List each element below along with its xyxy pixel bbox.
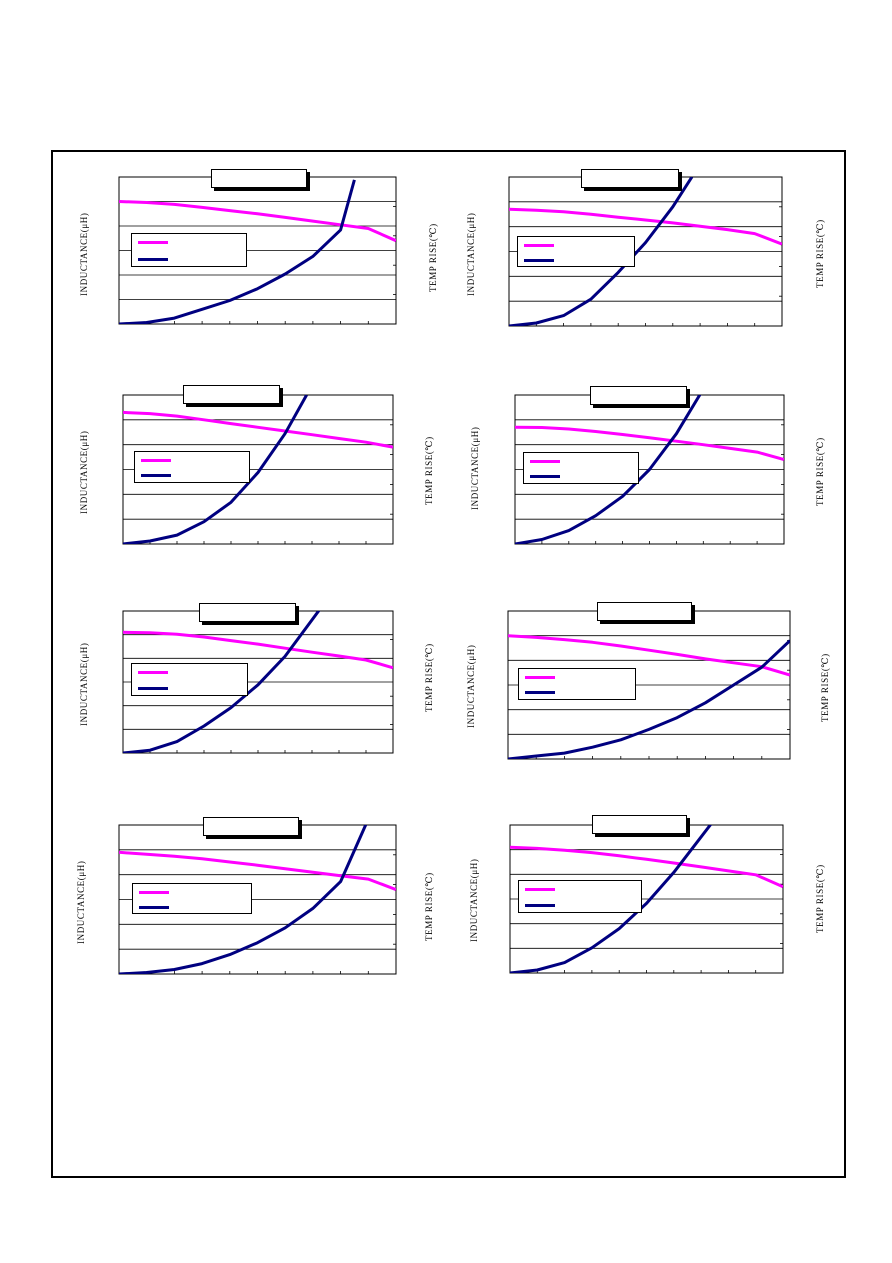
chart-title-box	[597, 602, 692, 621]
legend-swatch-inductance	[141, 459, 171, 462]
y2-axis-label: TEMP RISE(℃)	[424, 436, 434, 505]
inductance-line	[119, 200, 396, 243]
y2-axis-label: TEMP RISE(℃)	[820, 653, 830, 722]
inductance-line	[509, 207, 782, 246]
legend-swatch-inductance	[525, 888, 555, 891]
legend-swatch-inductance	[138, 241, 168, 244]
temp-rise-line	[510, 825, 713, 973]
page-frame	[51, 150, 846, 1178]
inductance-line	[515, 425, 784, 462]
legend-swatch-temp-rise	[141, 474, 171, 477]
legend	[132, 883, 252, 914]
chart-title-box	[590, 386, 687, 405]
legend-swatch-inductance	[530, 460, 560, 463]
temp-rise-line	[508, 639, 790, 759]
chart-title-box	[199, 603, 296, 622]
inductance-line	[510, 845, 783, 889]
chart-title-box	[592, 815, 687, 834]
inductance-line	[508, 634, 790, 677]
temp-rise-line	[509, 177, 694, 326]
chart-6	[507, 610, 791, 760]
y2-axis-label: TEMP RISE(℃)	[815, 219, 825, 288]
chart-4	[514, 394, 785, 545]
temp-rise-line	[119, 179, 356, 324]
y2-axis-label: TEMP RISE(℃)	[815, 864, 825, 933]
y2-axis-label: TEMP RISE(℃)	[815, 437, 825, 506]
y2-axis-label: TEMP RISE(℃)	[424, 872, 434, 941]
inductance-line	[123, 630, 393, 670]
legend	[517, 236, 635, 267]
y-axis-label: INDUCTANCE(μH)	[79, 430, 89, 515]
y-axis-label: INDUCTANCE(μH)	[466, 212, 476, 297]
legend-swatch-temp-rise	[524, 259, 554, 262]
legend	[518, 880, 642, 913]
legend-swatch-temp-rise	[138, 687, 168, 690]
chart-title-box	[203, 817, 299, 836]
temp-rise-line	[123, 611, 321, 753]
temp-rise-line	[123, 395, 308, 544]
inductance-line	[123, 410, 393, 449]
legend-swatch-temp-rise	[530, 475, 560, 478]
chart-title-box	[581, 169, 679, 188]
y2-axis-label: TEMP RISE(℃)	[424, 643, 434, 712]
chart-7	[118, 824, 397, 975]
legend-swatch-inductance	[525, 676, 555, 679]
y-axis-label: INDUCTANCE(μH)	[466, 644, 476, 729]
y-axis-label: INDUCTANCE(μH)	[79, 642, 89, 727]
chart-title-box	[183, 385, 280, 404]
legend-swatch-inductance	[139, 891, 169, 894]
chart-8	[509, 824, 784, 974]
y-axis-label: INDUCTANCE(μH)	[79, 212, 89, 297]
legend	[131, 233, 247, 267]
legend-swatch-inductance	[138, 671, 168, 674]
legend-swatch-temp-rise	[138, 258, 168, 261]
legend-swatch-inductance	[524, 244, 554, 247]
legend	[134, 451, 250, 483]
y2-axis-label: TEMP RISE(℃)	[428, 223, 438, 292]
legend-swatch-temp-rise	[525, 904, 555, 907]
legend	[131, 663, 248, 696]
chart-3	[122, 394, 394, 545]
inductance-line	[119, 850, 396, 892]
y-axis-label: INDUCTANCE(μH)	[470, 426, 480, 511]
y-axis-label: INDUCTANCE(μH)	[76, 860, 86, 945]
chart-title-box	[211, 169, 307, 188]
legend-swatch-temp-rise	[525, 691, 555, 694]
legend	[518, 668, 636, 700]
temp-rise-line	[119, 825, 368, 974]
temp-rise-line	[515, 395, 702, 544]
y-axis-label: INDUCTANCE(μH)	[469, 858, 479, 943]
legend-swatch-temp-rise	[139, 906, 169, 909]
legend	[523, 452, 639, 484]
chart-2	[508, 176, 783, 327]
